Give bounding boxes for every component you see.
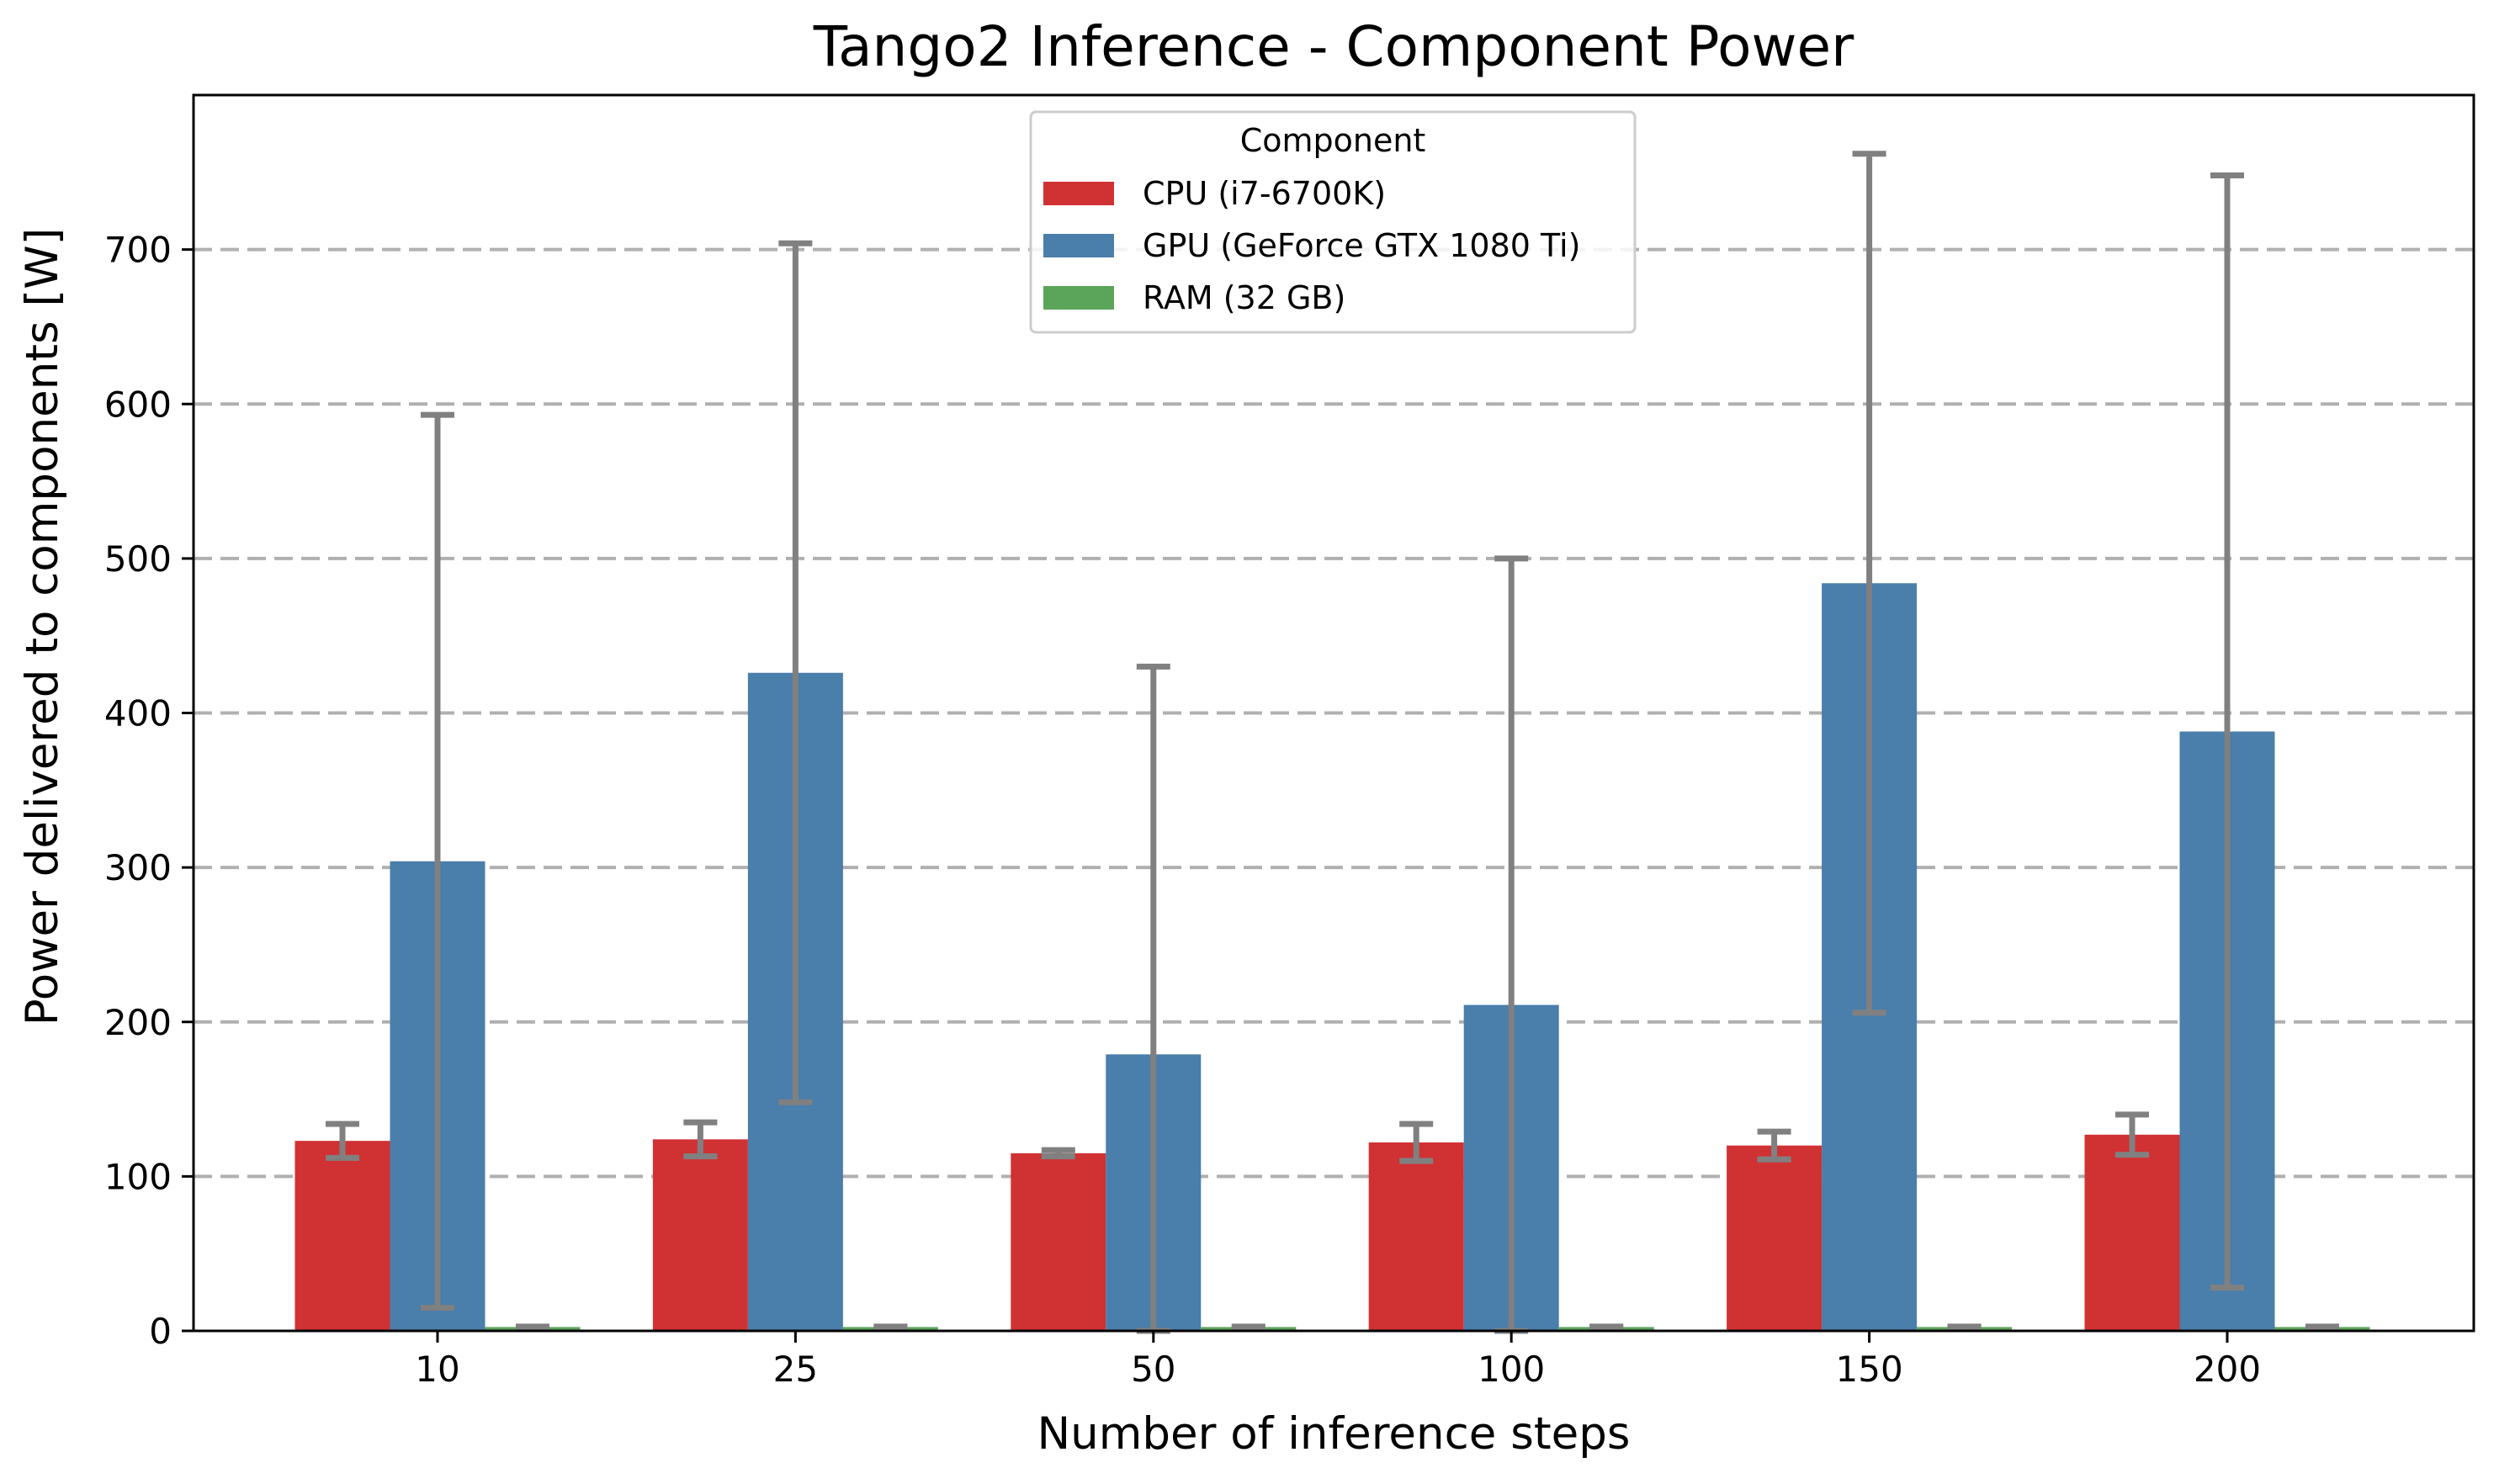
y-tick-label-200: 200 [104, 1002, 172, 1043]
errorbar-ram-200 [2305, 1323, 2339, 1331]
legend-swatch [1043, 286, 1114, 310]
y-tick-label-300: 300 [104, 847, 172, 888]
errorbar-ram-150 [1947, 1323, 1982, 1331]
errorbar-ram-100 [1589, 1323, 1624, 1331]
legend: Component CPU (i7-6700K) GPU (GeForce GTX… [1029, 110, 1637, 334]
errorbar-cpu-10 [326, 1121, 359, 1161]
y-tick-label-600: 600 [104, 384, 172, 425]
errorbar-cpu-200 [2115, 1111, 2149, 1158]
x-tick-label-150: 150 [1836, 1349, 1903, 1390]
chart-title: Tango2 Inference - Component Power [813, 14, 1854, 79]
errorbar-gpu-200 [2210, 172, 2244, 1291]
bar-cpu-25 [652, 1139, 748, 1331]
errorbar-ram-10 [516, 1323, 549, 1331]
bar-cpu-150 [1727, 1145, 1823, 1331]
legend-entry-gpu: GPU (GeForce GTX 1080 Ti) [1043, 227, 1580, 264]
legend-entry-cpu: CPU (i7-6700K) [1043, 175, 1386, 212]
errorbar-cpu-25 [683, 1119, 718, 1160]
legend-entries: CPU (i7-6700K) GPU (GeForce GTX 1080 Ti) R… [1043, 175, 1580, 316]
axes: 10 25 50 100 150 200 0 100 200 300 400 500 600 700 [104, 93, 2475, 1390]
bar-cpu-50 [1011, 1153, 1106, 1331]
errorbar-gpu-25 [778, 240, 813, 1105]
error-bars [326, 151, 2339, 1334]
errorbar-ram-50 [1231, 1323, 1265, 1331]
grid-lines [194, 247, 2474, 1179]
y-tick-label-700: 700 [104, 230, 172, 271]
y-tick-label-500: 500 [104, 538, 172, 580]
legend-label: RAM (32 GB) [1143, 279, 1345, 316]
errorbar-cpu-150 [1757, 1128, 1791, 1163]
plot-frame [192, 93, 2475, 1333]
bar-cpu-10 [294, 1141, 390, 1331]
bar-cpu-200 [2084, 1134, 2180, 1331]
y-tick-label-0: 0 [149, 1311, 172, 1352]
errorbar-cpu-100 [1399, 1121, 1434, 1164]
legend-label: CPU (i7-6700K) [1143, 175, 1386, 212]
x-tick-label-25: 25 [773, 1349, 818, 1390]
y-tick-label-100: 100 [104, 1156, 172, 1197]
x-tick-label-50: 50 [1131, 1349, 1175, 1390]
bar-cpu-100 [1368, 1142, 1464, 1331]
bars [294, 583, 2370, 1331]
legend-entry-ram: RAM (32 GB) [1043, 279, 1345, 316]
y-axis-label: Power delivered to components [W] [17, 228, 68, 1026]
x-axis-label: Number of inference steps [1037, 1408, 1631, 1460]
legend-swatch [1043, 234, 1114, 257]
y-tick-label-400: 400 [104, 693, 172, 734]
x-tick-label-100: 100 [1478, 1349, 1545, 1390]
errorbar-cpu-50 [1041, 1147, 1075, 1160]
legend-frame [1029, 110, 1637, 334]
errorbar-ram-25 [873, 1323, 908, 1331]
legend-title: Component [1240, 122, 1426, 159]
x-tick-label-10: 10 [415, 1349, 459, 1390]
legend-swatch [1043, 182, 1114, 205]
errorbar-gpu-10 [421, 411, 454, 1311]
legend-label: GPU (GeForce GTX 1080 Ti) [1143, 227, 1580, 264]
errorbar-gpu-150 [1852, 151, 1886, 1016]
x-tick-label-200: 200 [2194, 1349, 2261, 1390]
